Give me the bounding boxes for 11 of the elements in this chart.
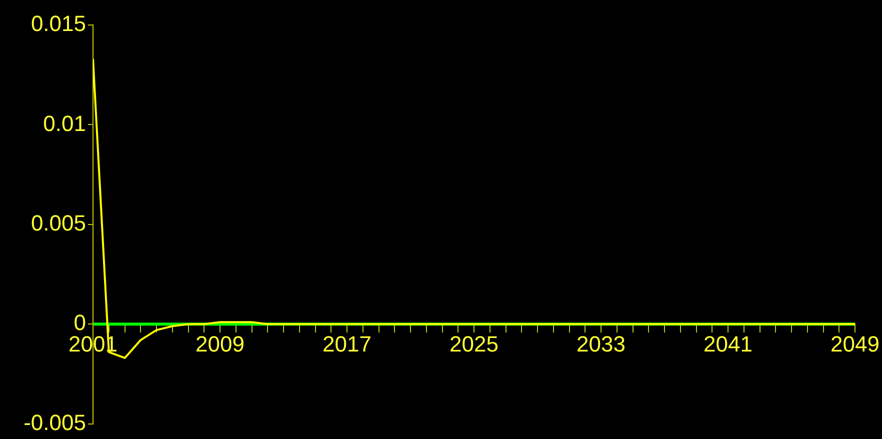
y-tick-label: 0: [74, 310, 86, 336]
y-tick-label: 0.005: [30, 210, 86, 236]
x-tick-label: 2017: [322, 331, 372, 356]
x-tick-label: 2049: [830, 331, 880, 356]
y-tick-label: -0.005: [24, 410, 86, 435]
y-tick-label: 0.015: [30, 11, 86, 36]
x-tick-label: 2033: [576, 331, 626, 356]
x-tick-label: 2025: [450, 331, 498, 356]
x-tick-label: 2041: [704, 331, 752, 356]
x-tick-label: 2009: [196, 331, 244, 356]
y-tick-label: 0.01: [43, 110, 86, 136]
